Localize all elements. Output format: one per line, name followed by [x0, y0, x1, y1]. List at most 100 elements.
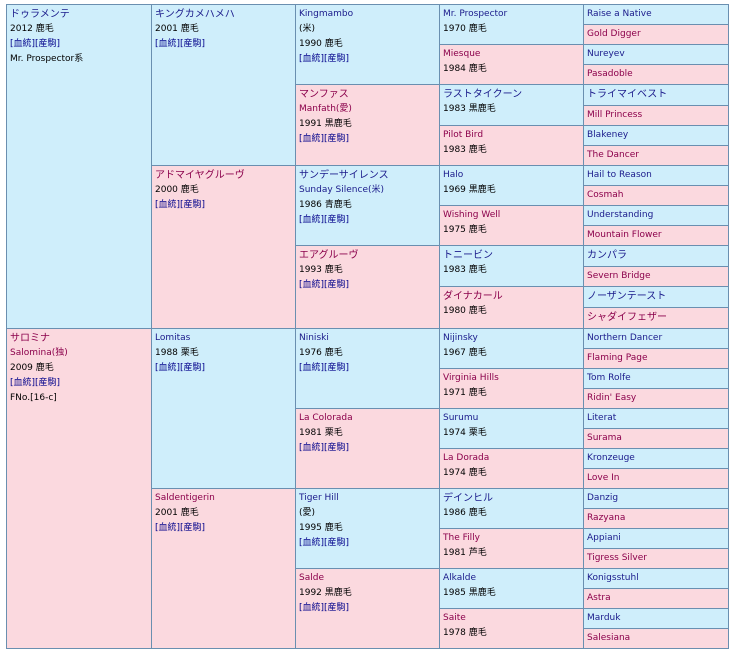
- g5-cell[interactable]: Cosmah: [583, 185, 729, 206]
- g3-name[interactable]: サンデーサイレンス: [299, 170, 389, 181]
- g3-links[interactable]: [血統][産駒]: [299, 538, 350, 548]
- dam-sire-links[interactable]: [血統][産駒]: [155, 363, 206, 373]
- g5-name[interactable]: Appiani: [587, 533, 621, 543]
- g3-name[interactable]: Niniski: [299, 333, 329, 343]
- g5-name[interactable]: Marduk: [587, 613, 621, 623]
- g5-cell[interactable]: Mill Princess: [583, 105, 729, 126]
- g5-name[interactable]: Salesiana: [587, 633, 631, 643]
- g5-name[interactable]: Northern Dancer: [587, 333, 663, 343]
- g5-name[interactable]: Razyana: [587, 513, 626, 523]
- g5-name[interactable]: Literat: [587, 413, 617, 423]
- g5-name[interactable]: Nureyev: [587, 49, 625, 59]
- g5-name[interactable]: Understanding: [587, 210, 654, 220]
- sire-links[interactable]: [血統][産駒]: [155, 39, 206, 49]
- sire-dam-branch-links[interactable]: [血統][産駒]: [155, 200, 206, 210]
- g4-name[interactable]: Virginia Hills: [443, 373, 499, 383]
- g5-name[interactable]: Konigsstuhl: [587, 573, 639, 583]
- g4-name[interactable]: Nijinsky: [443, 333, 478, 343]
- g5-cell[interactable]: Konigsstuhl: [583, 568, 729, 589]
- g5-name[interactable]: Kronzeuge: [587, 453, 635, 463]
- g5-cell[interactable]: Literat: [583, 408, 729, 429]
- g5-name[interactable]: Ridin' Easy: [587, 393, 637, 403]
- sire-dam-alt[interactable]: Manfath(愛): [299, 104, 352, 114]
- g5-cell[interactable]: Hail to Reason: [583, 165, 729, 186]
- g3-name[interactable]: Tiger Hill: [299, 493, 339, 503]
- g5-name[interactable]: Pasadoble: [587, 69, 633, 79]
- g5-name[interactable]: Tom Rolfe: [587, 373, 631, 383]
- g5-cell[interactable]: Gold Digger: [583, 24, 729, 45]
- g5-cell[interactable]: Surama: [583, 428, 729, 449]
- g5-name[interactable]: Blakeney: [587, 130, 629, 140]
- g5-name[interactable]: Gold Digger: [587, 29, 641, 39]
- g4-name[interactable]: Surumu: [443, 413, 479, 423]
- g5-name[interactable]: Mountain Flower: [587, 230, 662, 240]
- g3-links[interactable]: [血統][産駒]: [299, 603, 350, 613]
- g3-name[interactable]: La Colorada: [299, 413, 353, 423]
- g5-cell[interactable]: The Dancer: [583, 145, 729, 166]
- g5-cell[interactable]: カンパラ: [583, 245, 729, 267]
- g3-name[interactable]: Salde: [299, 573, 324, 583]
- g5-name[interactable]: Danzig: [587, 493, 619, 503]
- g4-name[interactable]: Wishing Well: [443, 210, 501, 220]
- g5-cell[interactable]: Love In: [583, 468, 729, 489]
- g5-name[interactable]: Mill Princess: [587, 110, 643, 120]
- g4-name[interactable]: デインヒル: [443, 493, 493, 504]
- dam-dam-name[interactable]: Saldentigerin: [155, 493, 215, 503]
- g4-name[interactable]: The Filly: [443, 533, 480, 543]
- g5-cell[interactable]: Ridin' Easy: [583, 388, 729, 409]
- dam-name[interactable]: サロミナ: [10, 333, 50, 344]
- g5-name[interactable]: Surama: [587, 433, 622, 443]
- g4-name[interactable]: Mr. Prospector: [443, 9, 508, 19]
- g3-links[interactable]: [血統][産駒]: [299, 280, 350, 290]
- g5-name[interactable]: Severn Bridge: [587, 271, 651, 281]
- dam-sire-name[interactable]: Lomitas: [155, 333, 191, 343]
- g5-cell[interactable]: Mountain Flower: [583, 225, 729, 246]
- subject-links[interactable]: [血統][産駒]: [10, 39, 61, 49]
- g5-cell[interactable]: Pasadoble: [583, 64, 729, 85]
- g5-cell[interactable]: トライマイベスト: [583, 84, 729, 106]
- g4-name[interactable]: La Dorada: [443, 453, 490, 463]
- subject-name[interactable]: ドゥラメンテ: [10, 9, 70, 20]
- g3-name[interactable]: エアグルーヴ: [299, 250, 359, 261]
- g5-cell[interactable]: Flaming Page: [583, 348, 729, 369]
- g4-name[interactable]: Pilot Bird: [443, 130, 484, 140]
- g5-cell[interactable]: シャダイフェザー: [583, 307, 729, 329]
- g5-name[interactable]: Tigress Silver: [587, 553, 647, 563]
- g5-name[interactable]: トライマイベスト: [587, 89, 668, 100]
- g3-alt[interactable]: Sunday Silence(米): [299, 185, 384, 195]
- g5-cell[interactable]: Marduk: [583, 608, 729, 629]
- g5-cell[interactable]: Tigress Silver: [583, 548, 729, 569]
- g5-cell[interactable]: Understanding: [583, 205, 729, 226]
- g3-links[interactable]: [血統][産駒]: [299, 443, 350, 453]
- g5-name[interactable]: Cosmah: [587, 190, 624, 200]
- sire-sire-name[interactable]: Kingmambo: [299, 9, 354, 19]
- dam-alt[interactable]: Salomina(独): [10, 348, 68, 358]
- g5-name[interactable]: カンパラ: [587, 250, 627, 261]
- g5-name[interactable]: The Dancer: [587, 150, 639, 160]
- g5-name[interactable]: ノーザンテースト: [587, 291, 667, 302]
- sire-dam-branch-name[interactable]: アドマイヤグルーヴ: [155, 170, 245, 181]
- g5-cell[interactable]: Raise a Native: [583, 4, 729, 25]
- g4-name[interactable]: Miesque: [443, 49, 481, 59]
- dam-links[interactable]: [血統][産駒]: [10, 378, 61, 388]
- g5-cell[interactable]: Kronzeuge: [583, 448, 729, 469]
- g5-name[interactable]: Raise a Native: [587, 9, 652, 19]
- g5-cell[interactable]: ノーザンテースト: [583, 286, 729, 308]
- sire-dam-links[interactable]: [血統][産駒]: [299, 134, 350, 144]
- g5-cell[interactable]: Severn Bridge: [583, 266, 729, 287]
- g5-name[interactable]: Love In: [587, 473, 620, 483]
- g5-name[interactable]: Astra: [587, 593, 611, 603]
- g5-cell[interactable]: Astra: [583, 588, 729, 609]
- g5-name[interactable]: Flaming Page: [587, 353, 648, 363]
- g5-cell[interactable]: Tom Rolfe: [583, 368, 729, 389]
- g5-cell[interactable]: Danzig: [583, 488, 729, 509]
- sire-sire-links[interactable]: [血統][産駒]: [299, 54, 350, 64]
- g5-cell[interactable]: Razyana: [583, 508, 729, 529]
- g3-links[interactable]: [血統][産駒]: [299, 363, 350, 373]
- g5-name[interactable]: シャダイフェザー: [587, 312, 667, 323]
- sire-dam-name[interactable]: マンファス: [299, 89, 349, 100]
- g5-cell[interactable]: Blakeney: [583, 125, 729, 146]
- g5-cell[interactable]: Appiani: [583, 528, 729, 549]
- g4-name[interactable]: Alkalde: [443, 573, 476, 583]
- g5-cell[interactable]: Salesiana: [583, 628, 729, 649]
